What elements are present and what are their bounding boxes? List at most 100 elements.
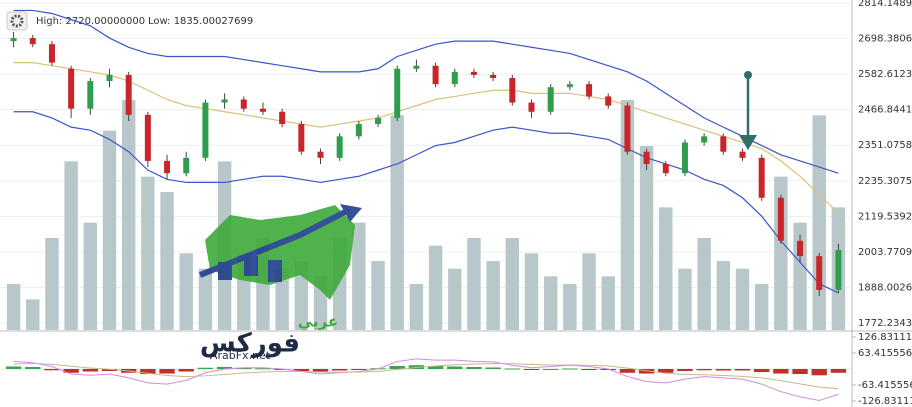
- volume-bar: [582, 253, 596, 330]
- volume-bar: [467, 238, 481, 330]
- candle-body: [509, 77, 516, 103]
- logo-text-top: عربي: [298, 313, 338, 331]
- histogram-bar: [82, 369, 98, 372]
- histogram-bar: [25, 366, 41, 369]
- volume-bar: [697, 238, 711, 330]
- volume-bar: [160, 192, 174, 330]
- candle-body: [164, 160, 171, 174]
- candle-body: [490, 74, 497, 78]
- candle-body: [816, 256, 823, 290]
- histogram-bar: [581, 369, 597, 370]
- macd-pane: [0, 336, 856, 402]
- candle-body: [739, 151, 746, 158]
- histogram-bar: [773, 369, 789, 374]
- histogram-bar: [638, 369, 655, 374]
- histogram-bar: [447, 366, 463, 369]
- volume-bar: [774, 176, 788, 330]
- y-tick-label: 1888.0026: [858, 282, 912, 293]
- histogram-bar: [5, 366, 22, 369]
- volume-bar: [505, 238, 520, 330]
- volume-bar: [102, 130, 117, 330]
- volume-bar: [448, 268, 462, 330]
- high-label: High: 2720.00000000: [36, 16, 145, 27]
- histogram-bar: [312, 369, 329, 372]
- candle-body: [777, 197, 784, 241]
- upper-band: [13, 9, 839, 174]
- candle-body: [144, 114, 151, 161]
- volume-bar: [678, 268, 692, 330]
- volume-bar: [812, 115, 826, 330]
- histogram-bar: [619, 369, 636, 373]
- bands: [13, 9, 839, 294]
- volume-bar: [45, 238, 59, 330]
- candle-body: [10, 38, 17, 42]
- histogram-bar: [332, 369, 348, 371]
- histogram-bar: [427, 365, 444, 369]
- candle-body: [394, 68, 401, 118]
- candle-body: [336, 136, 343, 158]
- volume-bar: [486, 261, 500, 330]
- candle-body: [547, 87, 554, 112]
- candle-body: [87, 81, 94, 109]
- volume-bar: [141, 176, 155, 330]
- histogram-bar: [543, 369, 559, 370]
- histogram-bar: [715, 369, 731, 371]
- volume-bar: [524, 253, 539, 330]
- volume-bar: [83, 222, 98, 330]
- candle-body: [701, 136, 708, 143]
- histogram-bar: [389, 365, 405, 369]
- icon-box[interactable]: [6, 11, 28, 31]
- candle-body: [202, 102, 209, 158]
- y-tick-label: 2582.6123: [858, 69, 912, 80]
- y-tick-label: 2235.3075: [858, 176, 912, 187]
- histogram-bar: [255, 368, 271, 370]
- histogram-bar: [197, 367, 214, 369]
- y-tick-label: -126.831112: [858, 396, 912, 407]
- candle-body: [586, 84, 593, 97]
- volume: [6, 100, 846, 330]
- candle-body: [68, 68, 75, 109]
- volume-bar: [735, 268, 750, 330]
- y-tick-label: 2466.8441: [858, 105, 912, 116]
- histogram-bar: [792, 369, 808, 375]
- candle-body: [279, 111, 286, 125]
- volume-bar: [371, 261, 385, 330]
- y-tick-label: 1772.2343: [858, 318, 912, 329]
- candle-body: [605, 96, 612, 106]
- arrow-head: [739, 135, 757, 150]
- candle-body: [413, 65, 420, 69]
- annotation-arrow: [739, 71, 757, 150]
- volume-bar: [601, 276, 615, 330]
- volume-bar: [352, 222, 366, 330]
- y-tick-label: 126.831112: [858, 332, 912, 343]
- candle-body: [720, 136, 727, 152]
- volume-bar: [428, 245, 443, 330]
- plot: [0, 2, 856, 402]
- candle-body: [681, 142, 688, 174]
- histogram-bar: [236, 367, 252, 369]
- candle-body: [758, 157, 765, 198]
- candle-body: [48, 44, 55, 63]
- logo-arrowhead: [340, 204, 362, 222]
- gear[interactable]: [10, 14, 24, 28]
- y-tick-label: 63.4155560: [858, 348, 912, 359]
- candle-body: [125, 74, 132, 115]
- candle-body: [566, 84, 573, 88]
- volume-bar: [179, 253, 193, 330]
- candles: [10, 31, 842, 297]
- candle-body: [470, 71, 477, 75]
- histogram-bar: [677, 369, 693, 372]
- settings-icon[interactable]: [6, 11, 28, 31]
- volume-bar: [409, 284, 424, 330]
- logo-url: ArabFx.net: [210, 349, 271, 362]
- histogram-bar: [830, 369, 847, 373]
- candle-body: [451, 71, 458, 85]
- candle-body: [221, 99, 228, 103]
- y-tick-label: 2351.0758: [858, 140, 912, 151]
- candle-body: [317, 151, 324, 158]
- volume-bar: [754, 284, 769, 330]
- candle-body: [240, 99, 247, 109]
- logo: [198, 204, 362, 300]
- volume-bar: [659, 207, 673, 330]
